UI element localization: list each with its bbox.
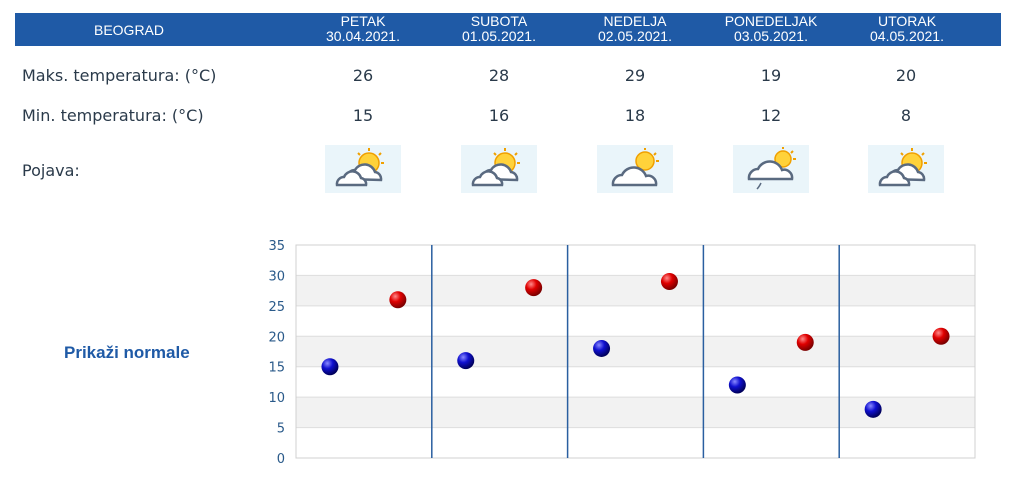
day-name: PETAK [340, 13, 386, 29]
y-tick-label: 30 [268, 269, 285, 284]
max-temp-point[interactable] [525, 279, 543, 297]
min-temp-point[interactable] [864, 400, 882, 418]
min-temp-value: 16 [488, 106, 510, 125]
max-temp-point[interactable] [932, 327, 950, 345]
y-tick-label: 15 [268, 361, 285, 376]
cloudy-sun-light-rain-icon [733, 145, 809, 193]
cloudy-sun-icon [597, 145, 673, 193]
partly-cloudy-sun-icon [325, 145, 401, 193]
grid-band [296, 275, 975, 306]
grid-band [296, 397, 975, 428]
day-header-3: NEDELJA 02.05.2021. [567, 14, 703, 44]
y-tick-label: 5 [277, 422, 285, 437]
max-temp-value: 29 [624, 66, 646, 85]
y-tick-label: 0 [277, 452, 285, 467]
day-date: 04.05.2021. [870, 28, 944, 44]
y-tick-label: 10 [268, 391, 285, 406]
min-temp-value: 12 [760, 106, 782, 125]
max-temp-point[interactable] [660, 273, 678, 291]
min-temp-point[interactable] [593, 339, 611, 357]
max-temp-point[interactable] [389, 291, 407, 309]
max-temp-value: 20 [895, 66, 917, 85]
max-temp-label: Maks. temperatura: (°C) [22, 66, 217, 85]
min-temp-value: 18 [624, 106, 646, 125]
phenomenon-label: Pojava: [22, 161, 80, 180]
min-temp-point[interactable] [457, 352, 475, 370]
day-header-4: PONEDELJAK 03.05.2021. [703, 14, 839, 44]
show-normals-link[interactable]: Prikaži normale [64, 343, 190, 362]
y-tick-label: 25 [268, 300, 285, 315]
partly-cloudy-sun-icon [868, 145, 944, 193]
day-date: 02.05.2021. [598, 28, 672, 44]
partly-cloudy-sun-icon [461, 145, 537, 193]
min-temp-label: Min. temperatura: (°C) [22, 106, 204, 125]
max-temp-value: 26 [352, 66, 374, 85]
grid-band [296, 336, 975, 367]
forecast-header: BEOGRAD PETAK 30.04.2021. SUBOTA 01.05.2… [15, 13, 1001, 46]
day-date: 30.04.2021. [326, 28, 400, 44]
day-header-5: UTORAK 04.05.2021. [839, 14, 975, 44]
plot-frame [295, 244, 976, 459]
min-temp-value: 15 [352, 106, 374, 125]
day-header-1: PETAK 30.04.2021. [295, 14, 431, 44]
min-temp-value: 8 [900, 106, 912, 125]
day-date: 03.05.2021. [734, 28, 808, 44]
max-temp-value: 19 [760, 66, 782, 85]
y-tick-label: 35 [268, 239, 285, 254]
day-header-2: SUBOTA 01.05.2021. [431, 14, 567, 44]
min-temp-point[interactable] [321, 358, 339, 376]
day-date: 01.05.2021. [462, 28, 536, 44]
day-name: UTORAK [877, 13, 937, 29]
y-tick-label: 20 [268, 330, 285, 345]
day-name: PONEDELJAK [724, 13, 818, 29]
day-name: NEDELJA [603, 13, 667, 29]
max-temp-point[interactable] [796, 333, 814, 351]
min-temp-point[interactable] [728, 376, 746, 394]
city-name: BEOGRAD [93, 21, 164, 38]
max-temp-value: 28 [488, 66, 510, 85]
day-name: SUBOTA [470, 13, 528, 29]
